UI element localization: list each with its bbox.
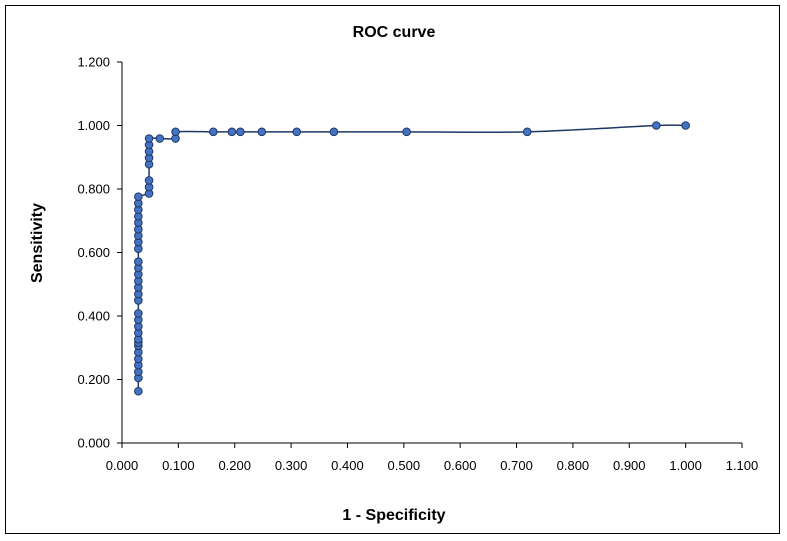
x-tick-label: 0.200 [218,458,251,473]
roc-point [134,257,143,267]
roc-point [227,127,237,137]
roc-point [236,127,245,137]
roc-point [652,121,661,130]
roc-point [155,134,165,143]
roc-point [257,127,267,137]
y-tick-label: 1.200 [77,55,110,70]
roc-series-points [134,121,690,396]
roc-point [402,127,411,137]
x-tick-label: 0.500 [388,458,421,473]
x-tick-label: 1.000 [669,458,702,473]
roc-point [134,386,143,396]
roc-point [292,127,302,137]
y-tick-label: 0.600 [77,245,110,260]
y-tick-label: 0.400 [77,309,110,324]
roc-point [522,127,532,137]
y-tick-label: 0.800 [77,182,110,197]
y-tick-label: 1.000 [77,118,110,133]
roc-series-line [136,124,686,392]
x-tick-label: 0.600 [444,458,477,473]
x-tick-label: 1.100 [726,458,759,473]
x-tick-label: 0.100 [162,458,195,473]
y-tick-label: 0.200 [77,372,110,387]
x-tick-label: 0.300 [275,458,308,473]
roc-point [681,121,690,130]
x-axis-ticks: 0.000 0.100 0.200 0.300 0.400 0.500 0.600 0.700… [106,443,759,473]
x-tick-label: 0.000 [106,458,139,473]
roc-point [134,309,143,318]
roc-point [144,134,154,143]
roc-point [171,127,180,137]
x-axis-title: 1 - Specificity [342,507,445,524]
x-tick-label: 0.400 [331,458,364,473]
chart-title: ROC curve [353,24,436,41]
chart-frame [5,5,780,534]
roc-point [144,176,154,185]
x-tick-label: 0.900 [613,458,646,473]
roc-point [134,192,143,201]
y-axis-ticks: 0.000 0.200 0.400 0.600 0.800 1.000 1.200 [77,55,122,451]
roc-point [329,127,339,137]
y-tick-label: 0.000 [77,436,110,451]
roc-point [209,127,218,137]
y-axis-title: Sensitivity [29,203,46,283]
x-tick-label: 0.700 [500,458,533,473]
x-tick-label: 0.800 [557,458,590,473]
